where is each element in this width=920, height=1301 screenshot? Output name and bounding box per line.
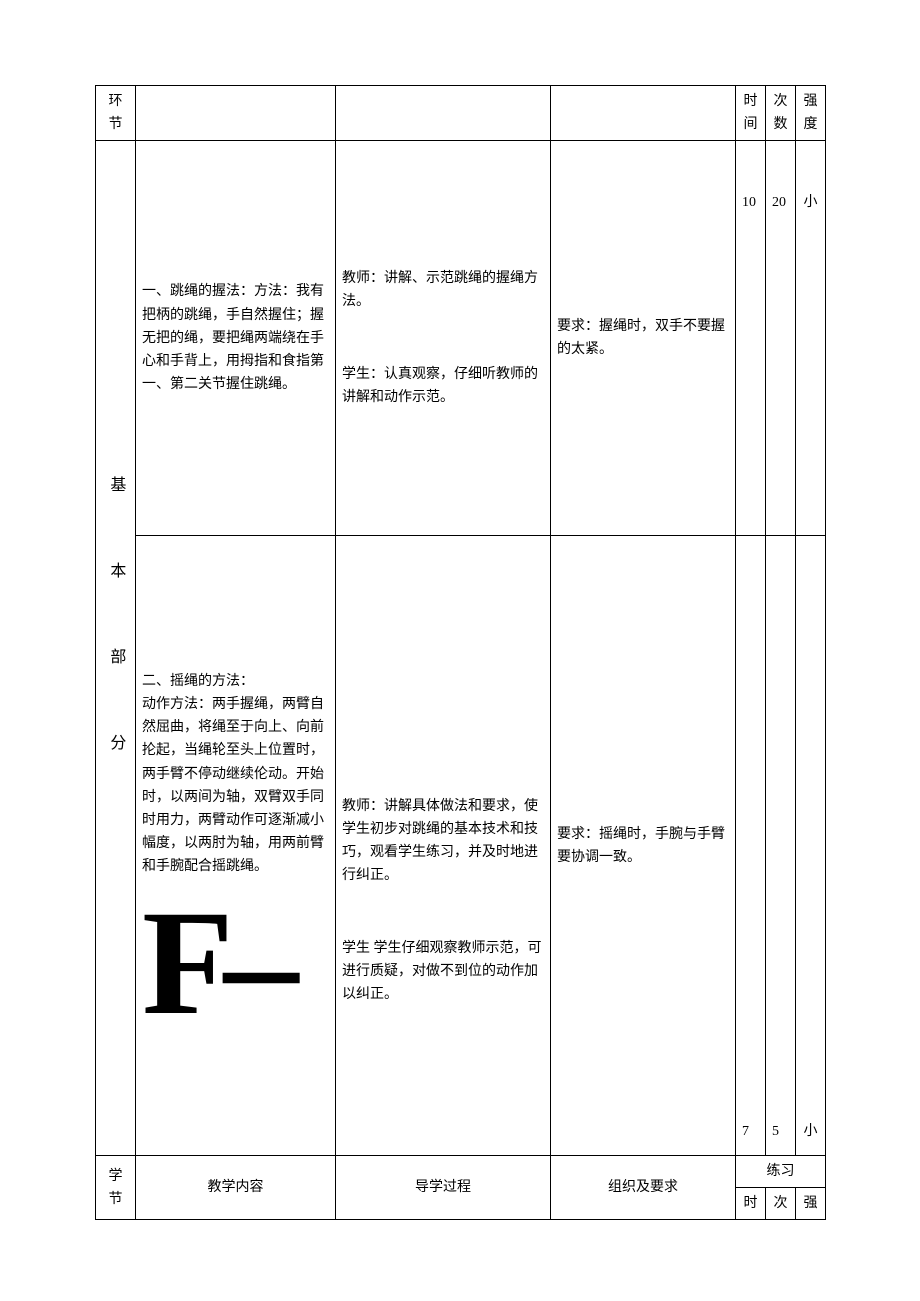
header-process-empty	[336, 86, 551, 141]
footer-count: 次	[766, 1188, 796, 1220]
footer-time: 时	[736, 1188, 766, 1220]
content-cell-1: 一、跳绳的握法：方法：我有把柄的跳绳，手自然握住；握无把的绳，要把绳两端绕在手心…	[136, 141, 336, 536]
f-icon: F–	[142, 888, 329, 1038]
org-cell-1: 要求：握绳时，双手不要握的太紧。	[551, 141, 736, 536]
count-cell-2: 5	[766, 536, 796, 1156]
process-cell-2: 教师：讲解具体做法和要求，使学生初步对跳绳的基本技术和技巧，观看学生练习，并及时…	[336, 536, 551, 1156]
footer-process: 导学过程	[336, 1156, 551, 1220]
content-2-body: 动作方法：两手握绳，两臂自然屈曲，将绳至于向上、向前抡起，当绳轮至头上位置时，两…	[142, 693, 329, 878]
content-row-1: 基本部分 一、跳绳的握法：方法：我有把柄的跳绳，手自然握住；握无把的绳，要把绳两…	[96, 141, 826, 536]
org-1-text: 要求：握绳时，双手不要握的太紧。	[557, 315, 729, 361]
content-2-title: 二、摇绳的方法：	[142, 670, 329, 693]
footer-intensity: 强	[796, 1188, 826, 1220]
header-row-top: 环节 时间 次数 强度	[96, 86, 826, 141]
f-glyph: F	[142, 880, 224, 1046]
footer-header-row-1: 学节 教学内容 导学过程 组织及要求 练习	[96, 1156, 826, 1188]
time-cell-1: 10	[736, 141, 766, 536]
header-org-empty	[551, 86, 736, 141]
process-cell-1: 教师：讲解、示范跳绳的握绳方法。 学生：认真观察，仔细听教师的讲解和动作示范。	[336, 141, 551, 536]
footer-practice: 练习	[736, 1156, 826, 1188]
content-1-text: 一、跳绳的握法：方法：我有把柄的跳绳，手自然握住；握无把的绳，要把绳两端绕在手心…	[142, 280, 329, 395]
process-2-teacher: 教师：讲解具体做法和要求，使学生初步对跳绳的基本技术和技巧，观看学生练习，并及时…	[342, 795, 544, 887]
footer-content: 教学内容	[136, 1156, 336, 1220]
section-label: 基本部分	[102, 476, 128, 820]
time-cell-2: 7	[736, 536, 766, 1156]
process-1-student: 学生：认真观察，仔细听教师的讲解和动作示范。	[342, 363, 544, 409]
header-count: 次数	[766, 86, 796, 141]
header-time: 时间	[736, 86, 766, 141]
intensity-cell-1: 小	[796, 141, 826, 536]
content-cell-2: 二、摇绳的方法： 动作方法：两手握绳，两臂自然屈曲，将绳至于向上、向前抡起，当绳…	[136, 536, 336, 1156]
process-2-student: 学生 学生仔细观察教师示范，可进行质疑，对做不到位的动作加以纠正。	[342, 937, 544, 1006]
header-intensity: 强度	[796, 86, 826, 141]
footer-section: 学节	[96, 1156, 136, 1220]
header-section: 环节	[96, 86, 136, 141]
org-cell-2: 要求：摇绳时，手腕与手臂要协调一致。	[551, 536, 736, 1156]
content-row-2: 二、摇绳的方法： 动作方法：两手握绳，两臂自然屈曲，将绳至于向上、向前抡起，当绳…	[96, 536, 826, 1156]
count-cell-1: 20	[766, 141, 796, 536]
header-content-empty	[136, 86, 336, 141]
f-dash: –	[224, 888, 289, 1038]
org-2-text: 要求：摇绳时，手腕与手臂要协调一致。	[557, 823, 729, 869]
intensity-cell-2: 小	[796, 536, 826, 1156]
process-1-teacher: 教师：讲解、示范跳绳的握绳方法。	[342, 267, 544, 313]
lesson-plan-table: 环节 时间 次数 强度 基本部分 一、跳绳的握法：方法：我有把柄的跳绳，手自然握…	[95, 85, 826, 1220]
footer-org: 组织及要求	[551, 1156, 736, 1220]
lesson-plan-page: 环节 时间 次数 强度 基本部分 一、跳绳的握法：方法：我有把柄的跳绳，手自然握…	[0, 0, 920, 1220]
section-label-cell: 基本部分	[96, 141, 136, 1156]
